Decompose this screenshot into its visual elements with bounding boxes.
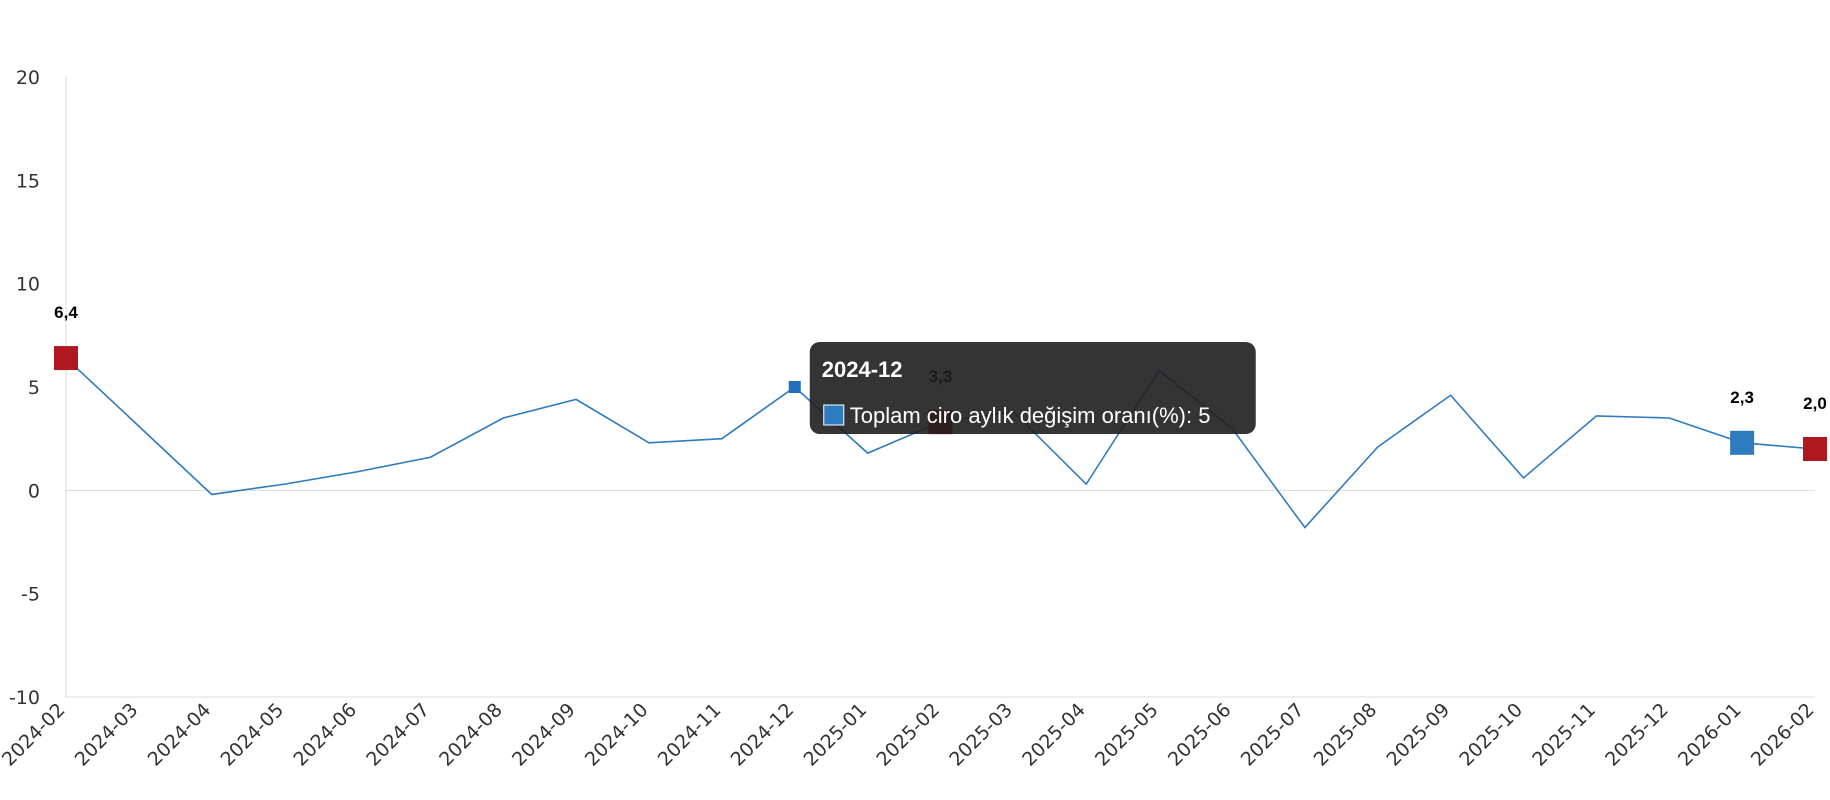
point-marker	[1803, 437, 1827, 461]
x-tick-label: 2025-02	[872, 699, 944, 771]
x-tick-label: 2024-12	[727, 699, 799, 771]
x-tick-label: 2024-03	[71, 699, 143, 771]
tooltip-title: 2024-12	[822, 357, 903, 382]
y-tick-label: 15	[16, 170, 40, 192]
tooltip: 2024-12 Toplam ciro aylık değişim oranı(%…	[809, 342, 1256, 434]
x-tick-label: 2025-06	[1164, 699, 1236, 771]
x-tick-label: 2025-09	[1382, 699, 1454, 771]
data-label: 2,3	[1730, 388, 1754, 407]
x-tick-label: 2025-04	[1018, 699, 1090, 771]
x-tick-label: 2025-05	[1091, 699, 1163, 771]
y-tick-label: -5	[21, 584, 40, 606]
x-tick-label: 2024-07	[362, 699, 434, 771]
x-tick-label: 2024-09	[508, 699, 580, 771]
x-tick-label: 2024-02	[0, 699, 70, 771]
x-tick-label: 2025-08	[1310, 699, 1382, 771]
x-tick-label: 2025-01	[799, 699, 871, 771]
tooltip-box	[809, 342, 1256, 434]
point-marker	[788, 381, 801, 393]
data-label: 6,4	[54, 303, 78, 322]
y-tick-label: 0	[28, 480, 40, 502]
y-tick-label: 5	[28, 377, 40, 399]
point-marker	[54, 346, 78, 371]
x-tick-label: 2024-06	[289, 699, 361, 771]
x-tick-label: 2024-08	[435, 699, 507, 771]
y-tick-label: 10	[16, 274, 40, 296]
x-tick-label: 2025-03	[945, 699, 1017, 771]
point-marker	[1730, 430, 1755, 455]
y-tick-label: -10	[9, 687, 40, 709]
x-tick-label: 2025-10	[1455, 699, 1527, 771]
x-tick-label: 2026-01	[1674, 699, 1746, 771]
x-tick-label: 2024-04	[144, 699, 216, 771]
x-tick-label: 2024-10	[581, 699, 653, 771]
x-tick-label: 2025-11	[1528, 699, 1600, 771]
x-tick-label: 2024-11	[654, 699, 726, 771]
tooltip-text: Toplam ciro aylık değişim oranı(%): 5	[850, 403, 1211, 428]
y-tick-label: 20	[16, 67, 40, 89]
data-label: 2,0	[1803, 394, 1827, 413]
tooltip-swatch	[823, 404, 845, 426]
x-tick-label: 2024-05	[216, 699, 288, 771]
x-tick-label: 2025-07	[1237, 699, 1309, 771]
x-tick-label: 2025-12	[1601, 699, 1673, 771]
x-tick-label: 2026-02	[1747, 699, 1819, 771]
